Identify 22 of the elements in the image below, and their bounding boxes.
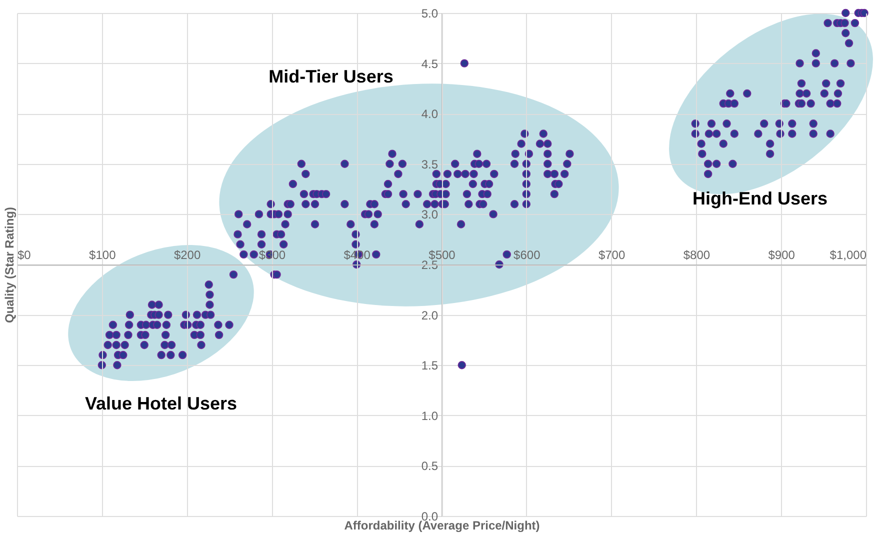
x-tick-label: $100	[89, 248, 116, 262]
annotation: High-End Users	[692, 188, 828, 210]
y-tick-label: 3.0	[421, 208, 438, 222]
y-tick-label: 2.0	[421, 308, 438, 322]
x-tick-label: $500	[428, 248, 456, 262]
x-tick-label: $200	[174, 248, 201, 262]
y-tick-label: 4.5	[421, 56, 438, 71]
y-tick-label: 1.5	[421, 358, 438, 373]
y-axis-title: Quality (Star Rating)	[2, 206, 16, 324]
y-tick-label: 5.0	[421, 6, 438, 20]
x-tick-label: $1,000	[830, 248, 867, 262]
y-tick-label: 1.0	[421, 408, 438, 423]
x-tick-label: $700	[598, 248, 626, 262]
x-tick-label: $0	[18, 248, 32, 262]
annotation: Value Hotel Users	[84, 394, 238, 414]
y-tick-label: 3.5	[421, 157, 438, 172]
x-tick-label: $900	[768, 248, 796, 262]
annotation: Mid-Tier Users	[268, 66, 394, 88]
x-tick-label: $800	[683, 248, 710, 262]
y-tick-label: 4.0	[421, 107, 438, 122]
x-tick-label: $600	[514, 248, 541, 262]
y-tick-label: 0.5	[421, 459, 438, 474]
